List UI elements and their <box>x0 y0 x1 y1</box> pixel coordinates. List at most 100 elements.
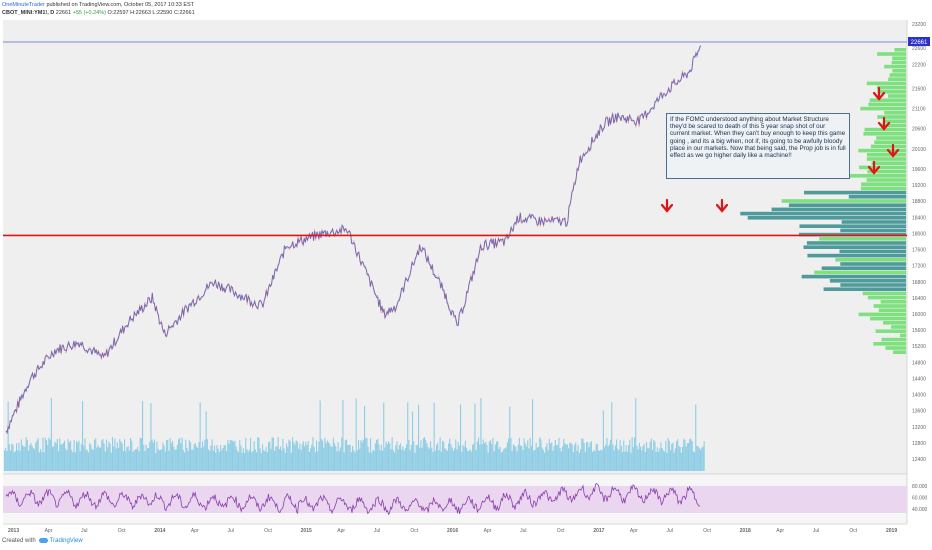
volume-bar <box>433 402 435 471</box>
volume-bar <box>187 451 189 471</box>
volume-bar <box>628 445 630 471</box>
volume-bar <box>358 440 360 471</box>
volume-bar <box>551 442 553 471</box>
volume-bar <box>511 450 513 471</box>
volume-bar <box>272 437 274 471</box>
volume-bar <box>312 437 314 471</box>
time-axis: 2013 Apr Jul Oct 2014 Apr Jul Oct 2015 Apr Jul Oct 2… <box>8 528 897 534</box>
author-link[interactable]: OneMinuteTrader <box>2 2 45 8</box>
profile-bar <box>866 178 906 182</box>
volume-bar <box>292 437 294 471</box>
volume-bar <box>440 451 442 471</box>
volume-bar <box>468 450 470 471</box>
price-tick: 18800 <box>912 199 926 205</box>
volume-bar <box>157 448 159 471</box>
volume-bar <box>193 444 195 471</box>
volume-bar <box>86 450 88 471</box>
price-tick: 16800 <box>912 280 926 286</box>
volume-bar <box>554 440 556 471</box>
volume-bar <box>126 447 128 471</box>
volume-bar <box>265 447 267 471</box>
volume-bar <box>670 450 672 471</box>
price-tick: 14400 <box>912 376 926 382</box>
profile-bar <box>880 123 906 128</box>
profile-bar <box>888 94 906 98</box>
volume-bar <box>107 447 109 471</box>
volume-bar <box>71 450 73 471</box>
volume-bar <box>341 437 343 471</box>
volume-bar <box>284 452 286 471</box>
profile-bar <box>858 312 906 317</box>
profile-bar <box>823 287 906 291</box>
profile-bar <box>804 190 906 195</box>
volume-bar <box>258 437 260 471</box>
volume-bar <box>630 452 632 471</box>
volume-bar <box>97 445 99 471</box>
volume-bar <box>464 440 466 471</box>
volume-bar <box>425 440 427 471</box>
volume-bar <box>124 439 126 471</box>
volume-bar <box>460 404 462 471</box>
volume-bar <box>49 439 51 471</box>
volume-bar <box>467 450 469 471</box>
volume-bar <box>248 449 250 471</box>
volume-bar <box>676 441 678 471</box>
volume-bar <box>50 398 52 471</box>
profile-bar <box>799 232 906 237</box>
volume-bar <box>485 441 487 471</box>
volume-bar <box>520 445 522 471</box>
volume-bar <box>458 445 460 471</box>
volume-bar <box>95 438 97 471</box>
volume-bar <box>308 451 310 471</box>
volume-bar <box>685 446 687 471</box>
volume-bar <box>588 447 590 471</box>
volume-bar <box>398 444 400 471</box>
volume-bar <box>34 449 36 471</box>
volume-bar <box>178 439 180 471</box>
volume-bar <box>694 452 696 471</box>
profile-bar <box>858 148 906 153</box>
volume-bar <box>163 445 165 471</box>
volume-bar <box>217 448 219 471</box>
profile-bar <box>889 73 906 77</box>
volume-bar <box>346 439 348 471</box>
annotation-box[interactable]: If the FOMC understood anything about Ma… <box>666 113 850 179</box>
tradingview-link[interactable]: TradingView <box>49 538 83 544</box>
volume-bar <box>664 451 666 471</box>
ohlc-values: O:22597 H:22663 L:22590 C:22661 <box>107 10 195 16</box>
volume-bar <box>422 438 424 471</box>
volume-bar <box>90 445 92 471</box>
volume-bar <box>641 450 643 471</box>
volume-bar <box>594 451 596 471</box>
volume-bar <box>521 445 523 471</box>
profile-bar <box>848 195 906 199</box>
volume-bar <box>244 452 246 471</box>
volume-bar <box>155 453 157 471</box>
volume-bar <box>212 450 214 471</box>
profile-bar <box>873 304 906 308</box>
volume-bar <box>545 446 547 471</box>
profile-bar <box>878 308 906 312</box>
volume-bar <box>250 437 252 471</box>
volume-bar <box>102 439 104 471</box>
volume-bar <box>184 452 186 471</box>
volume-bar <box>130 438 132 471</box>
volume-bar <box>55 443 57 471</box>
volume-bar <box>690 438 692 471</box>
volume-bar <box>116 442 118 471</box>
volume-bar <box>629 439 631 471</box>
volume-bar <box>198 442 200 471</box>
volume-bar <box>268 442 270 471</box>
volume-bar <box>281 450 283 471</box>
profile-bar <box>880 300 906 304</box>
volume-bar <box>158 450 160 471</box>
profile-bar <box>781 199 906 203</box>
volume-bar <box>318 441 320 471</box>
last-price-badge <box>908 37 930 46</box>
volume-bar <box>332 437 334 471</box>
volume-bar <box>46 440 48 471</box>
volume-bar <box>388 441 390 471</box>
volume-bar <box>203 446 205 471</box>
price-axis: 23200 22600 22200 21600 21100 20600 20100 19600… <box>912 22 926 463</box>
